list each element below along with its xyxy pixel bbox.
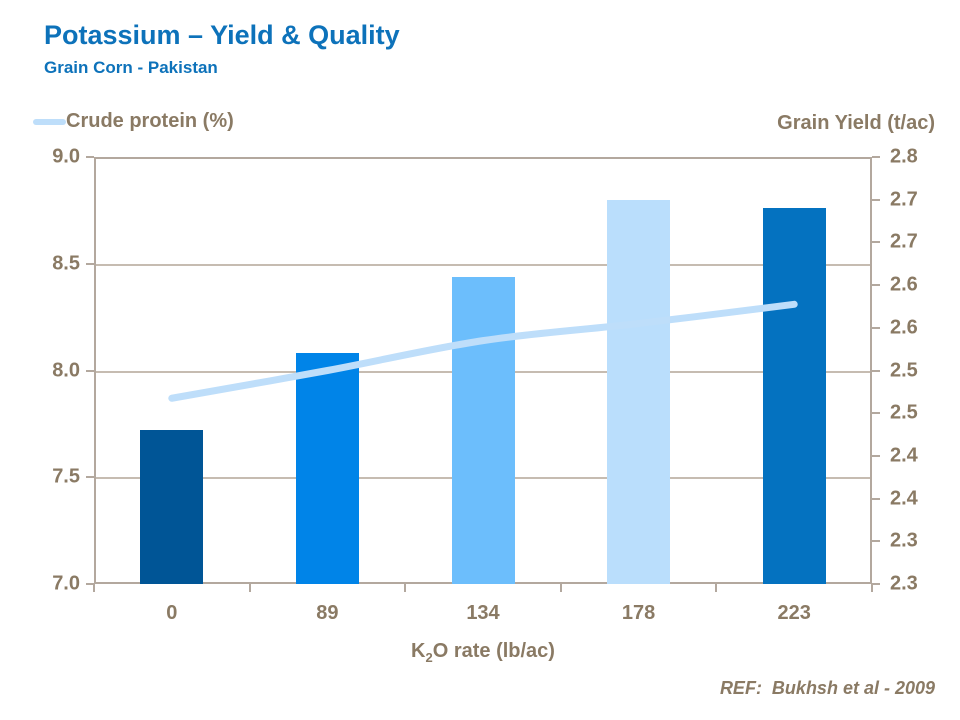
x-axis-tick bbox=[715, 584, 718, 592]
right-axis-tick bbox=[872, 412, 880, 415]
bar bbox=[762, 208, 826, 584]
crude-protein-line-swatch-icon bbox=[33, 119, 66, 125]
right-axis-tick-label: 2.7 bbox=[890, 188, 918, 211]
right-axis-tick bbox=[872, 369, 880, 372]
x-axis-tick bbox=[248, 584, 251, 592]
bar bbox=[451, 276, 515, 584]
x-axis-tick bbox=[871, 584, 873, 592]
left-axis-tick bbox=[86, 156, 94, 158]
gridline bbox=[96, 263, 870, 266]
right-axis-tick bbox=[872, 497, 880, 500]
right-axis-tick bbox=[872, 241, 880, 244]
x-axis-title-pre: K bbox=[411, 640, 426, 662]
right-axis-tick-label: 2.5 bbox=[890, 401, 918, 424]
left-axis-tick-label: 7.5 bbox=[52, 465, 80, 488]
left-axis-tick-label: 8.0 bbox=[52, 359, 80, 381]
bar bbox=[140, 430, 204, 584]
right-axis-tick bbox=[872, 583, 880, 585]
right-axis-tick bbox=[872, 156, 880, 158]
x-category-label: 134 bbox=[466, 602, 500, 624]
right-axis-tick bbox=[872, 540, 880, 543]
page-subtitle: Grain Corn - Pakistan bbox=[44, 58, 218, 77]
x-axis-tick bbox=[404, 584, 407, 592]
crude-protein-line-path bbox=[168, 300, 798, 402]
x-category-label: 178 bbox=[621, 602, 656, 624]
left-axis-tick bbox=[86, 262, 94, 265]
right-axis-tick-label: 2.7 bbox=[890, 230, 918, 253]
right-axis-tick-label: 2.6 bbox=[890, 316, 918, 339]
right-axis-tick-label: 2.4 bbox=[890, 444, 918, 467]
x-axis-tick bbox=[559, 584, 562, 592]
crude-protein-line bbox=[168, 300, 798, 402]
right-axis-tick-label: 2.8 bbox=[890, 145, 918, 168]
right-axis-tick bbox=[872, 198, 880, 201]
right-axis-tick bbox=[872, 284, 880, 287]
page-title: Potassium – Yield & Quality bbox=[44, 20, 400, 50]
right-axis-tick bbox=[872, 454, 880, 457]
legend-crude-protein-label: Crude protein (%) bbox=[66, 110, 234, 132]
left-axis-tick-label: 7.0 bbox=[52, 572, 80, 595]
right-axis-tick-label: 2.4 bbox=[890, 487, 918, 510]
x-axis-title: K2O rate (lb/ac) bbox=[94, 640, 872, 665]
x-category-label: 0 bbox=[166, 602, 178, 624]
x-axis-tick bbox=[93, 584, 95, 592]
x-axis-title-post: O rate (lb/ac) bbox=[432, 640, 555, 662]
bar bbox=[607, 199, 671, 584]
left-axis-tick-label: 8.5 bbox=[52, 252, 80, 275]
right-axis-tick-label: 2.3 bbox=[890, 572, 918, 595]
right-axis-tick bbox=[872, 326, 880, 329]
left-axis-tick bbox=[86, 476, 94, 479]
plot-area bbox=[94, 157, 872, 584]
left-axis-tick bbox=[86, 369, 94, 372]
reference-note: REF: Bukhsh et al - 2009 bbox=[719, 678, 935, 698]
left-axis-tick bbox=[86, 583, 94, 585]
bar bbox=[295, 353, 359, 584]
x-axis-title-sub: 2 bbox=[425, 650, 433, 665]
right-axis-tick-label: 2.3 bbox=[890, 529, 918, 552]
right-axis-tick-label: 2.5 bbox=[890, 359, 918, 381]
x-category-label: 89 bbox=[316, 602, 339, 624]
right-axis-title: Grain Yield (t/ac) bbox=[777, 112, 935, 134]
right-axis-tick-label: 2.6 bbox=[890, 273, 918, 296]
left-axis-tick-label: 9.0 bbox=[52, 145, 80, 168]
x-category-label: 223 bbox=[777, 602, 811, 624]
